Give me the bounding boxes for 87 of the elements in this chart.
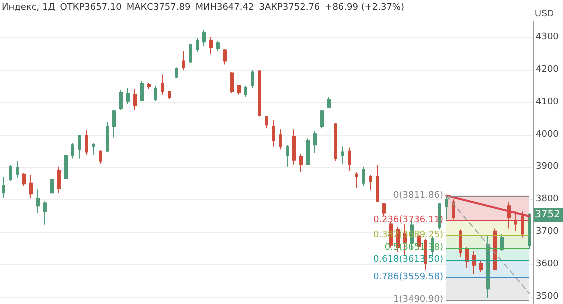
candlestick	[223, 49, 227, 66]
candlestick	[528, 212, 531, 250]
candlestick	[272, 120, 275, 148]
candlestick	[514, 211, 517, 232]
candlestick	[320, 110, 324, 130]
candlestick	[64, 154, 68, 180]
candlestick	[57, 166, 61, 194]
candlestick	[465, 246, 469, 269]
candlestick	[92, 142, 95, 156]
candlestick	[133, 88, 137, 111]
y-tick-label: 3800	[536, 194, 560, 205]
candlestick	[355, 172, 358, 188]
candlestick	[99, 150, 102, 165]
candlestick	[168, 90, 171, 100]
ref-line-label: 1(3490.90)	[394, 294, 444, 304]
candlestick	[161, 74, 164, 96]
candlestick	[202, 30, 206, 48]
candlestick	[43, 201, 47, 226]
text: +86.99 (+2.37%)	[325, 3, 404, 13]
candlestick	[71, 142, 74, 160]
candlestick	[50, 179, 54, 194]
candlestick	[140, 80, 144, 101]
candlestick	[521, 211, 524, 238]
text: МАКС3757.89	[126, 3, 191, 13]
candlestick	[445, 196, 448, 220]
candlestick	[106, 122, 109, 152]
candlestick	[362, 166, 365, 187]
candlestick	[112, 110, 116, 138]
candlestick	[251, 70, 254, 89]
y-tick-label: 3600	[536, 259, 560, 270]
candlestick	[486, 236, 490, 299]
candlestick	[500, 234, 504, 252]
candlestick	[313, 130, 317, 154]
candlestick	[341, 146, 344, 165]
candlestick	[376, 164, 379, 203]
candlestick	[472, 250, 476, 276]
candlestick	[78, 134, 81, 160]
candlestick	[196, 38, 199, 53]
y-tick-label: 4200	[536, 64, 560, 75]
text: ЗАКР3752.76	[259, 3, 320, 13]
chart-title: Индекс, 1Д	[2, 3, 56, 13]
candlestick	[29, 174, 33, 200]
candlestick	[9, 164, 12, 182]
candlestick	[182, 50, 185, 71]
candlestick	[189, 44, 192, 64]
text: ОТКР3657.10	[60, 3, 122, 13]
candlestick	[306, 138, 310, 166]
candlestick	[382, 202, 386, 217]
candlestick	[279, 129, 282, 150]
candlestick	[479, 261, 483, 274]
candlestick	[230, 72, 234, 94]
candlestick	[244, 85, 247, 98]
ref-line-label: 0(3811.86)	[394, 190, 444, 201]
candlestick	[126, 88, 130, 105]
y-tick-label: 3700	[536, 227, 560, 238]
candlestick	[216, 40, 220, 52]
candlestick	[36, 189, 40, 214]
candlestick	[286, 144, 289, 168]
candlestick	[299, 154, 303, 173]
y-tick-label: 3900	[536, 162, 560, 172]
y-tick-label: 4300	[536, 32, 560, 43]
candlestick	[147, 82, 151, 90]
candlestick	[2, 176, 5, 199]
candlestick	[237, 85, 241, 96]
candlestick	[154, 85, 157, 102]
text: 3752	[535, 209, 560, 220]
candlestick	[369, 174, 372, 192]
y-tick-label: 4000	[536, 130, 560, 140]
candlestick	[119, 90, 123, 111]
candlestick	[258, 70, 261, 118]
candlestick	[348, 147, 351, 172]
candlestick	[175, 67, 178, 79]
y-axis-title: USD	[535, 8, 554, 18]
ref-line-label: 0.786(3559.58)	[373, 272, 444, 283]
y-tick-label: 4100	[536, 97, 560, 108]
candlestick	[334, 122, 337, 162]
candlestick	[459, 229, 462, 258]
candlestick	[16, 160, 19, 178]
candlestick	[22, 172, 26, 187]
candlestick	[209, 37, 213, 55]
y-tick-label: 3500	[536, 292, 560, 302]
candlestick	[452, 199, 455, 220]
candlestick	[292, 129, 296, 166]
text: МИН3647.42	[196, 3, 254, 13]
candlestick	[327, 97, 331, 110]
candlestick	[85, 130, 88, 156]
candlestick	[265, 116, 268, 130]
